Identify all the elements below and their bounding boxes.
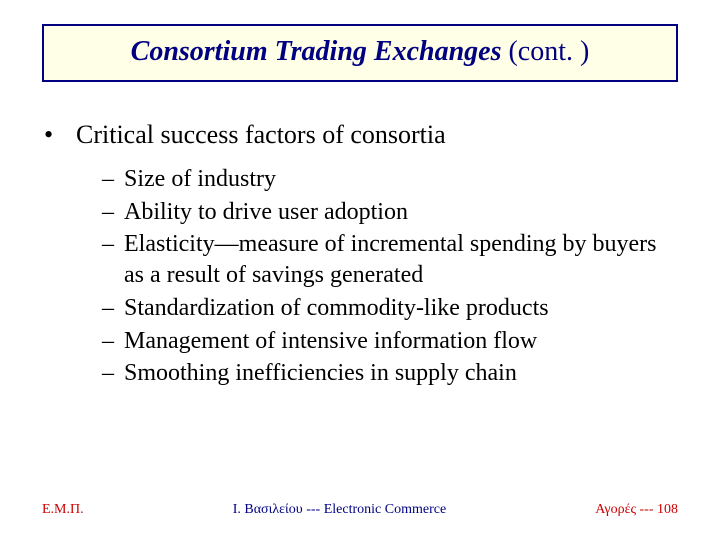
bullet-l2-marker: – [102,164,124,195]
bullet-l2-marker: – [102,326,124,357]
footer-right-label: Αγορές --- [595,502,657,517]
bullet-level2: – Size of industry [102,164,678,195]
bullet-level2: – Management of intensive information fl… [102,326,678,357]
footer-right: Αγορές --- 108 [595,502,678,518]
bullet-level2: – Elasticity—measure of incremental spen… [102,229,678,290]
slide-title-suffix: (cont. ) [501,36,589,67]
sub-bullet-list: – Size of industry – Ability to drive us… [102,164,678,389]
footer-left: Ε.Μ.Π. [42,502,84,518]
bullet-l2-marker: – [102,229,124,290]
bullet-level1: • Critical success factors of consortia [42,120,678,150]
bullet-l2-marker: – [102,358,124,389]
footer-center: Ι. Βασιλείου --- Electronic Commerce [233,502,446,518]
footer-page-number: 108 [657,502,678,517]
bullet-l1-text: Critical success factors of consortia [76,120,446,150]
bullet-l1-marker: • [42,120,76,150]
bullet-l2-text: Elasticity—measure of incremental spendi… [124,229,678,290]
bullet-l2-text: Standardization of commodity-like produc… [124,293,678,324]
slide-title-main: Consortium Trading Exchanges [131,36,502,67]
bullet-level2: – Smoothing inefficiencies in supply cha… [102,358,678,389]
slide-footer: Ε.Μ.Π. Ι. Βασιλείου --- Electronic Comme… [42,502,678,518]
bullet-l2-text: Size of industry [124,164,678,195]
bullet-l2-text: Management of intensive information flow [124,326,678,357]
slide-content: • Critical success factors of consortia … [42,120,678,391]
bullet-level2: – Ability to drive user adoption [102,197,678,228]
bullet-level2: – Standardization of commodity-like prod… [102,293,678,324]
bullet-l2-text: Smoothing inefficiencies in supply chain [124,358,678,389]
bullet-l2-marker: – [102,293,124,324]
bullet-l2-marker: – [102,197,124,228]
bullet-l2-text: Ability to drive user adoption [124,197,678,228]
slide-title-box: Consortium Trading Exchanges (cont. ) [42,24,678,82]
